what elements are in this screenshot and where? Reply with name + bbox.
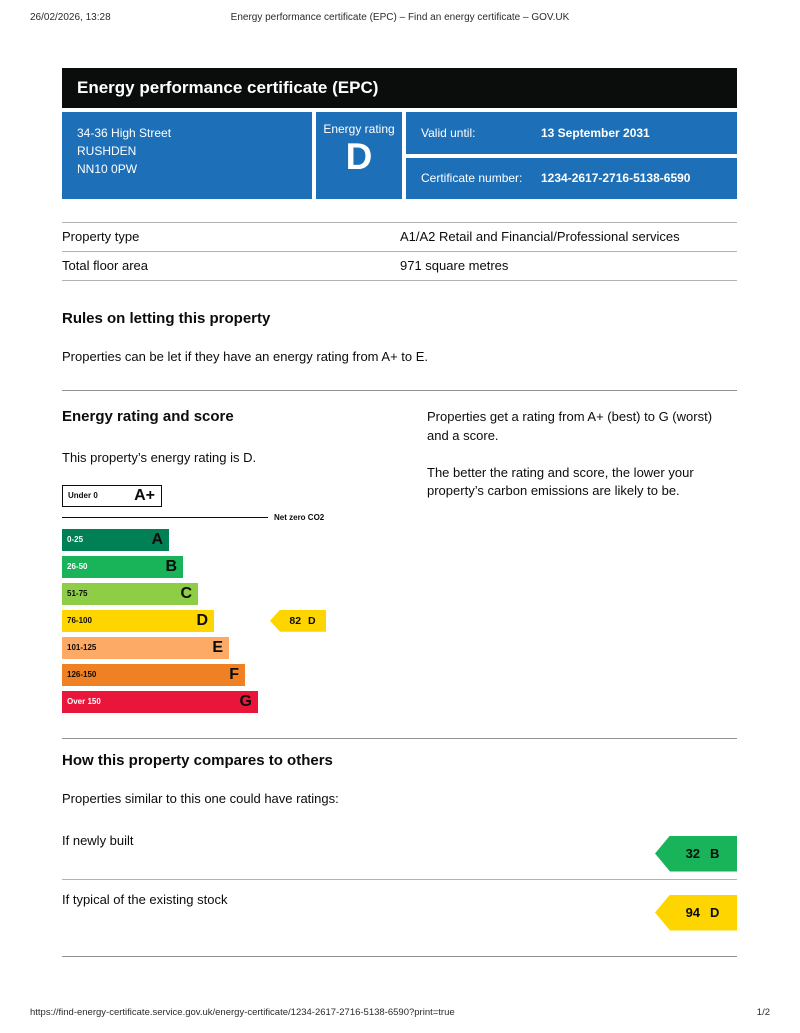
section-divider bbox=[62, 955, 737, 957]
net-zero-label: Net zero CO2 bbox=[274, 513, 325, 523]
valid-until-row: Valid until: 13 September 2031 bbox=[406, 112, 737, 154]
certificate-meta: Valid until: 13 September 2031 Certifica… bbox=[406, 112, 737, 199]
energy-rating-box: Energy rating D bbox=[316, 112, 402, 199]
band-letter: B bbox=[165, 557, 177, 575]
print-datetime: 26/02/2026, 13:28 bbox=[30, 12, 111, 23]
compare-row-existing-stock: If typical of the existing stock 94 D bbox=[62, 880, 737, 943]
band-range: 26-50 bbox=[67, 562, 88, 572]
rules-heading: Rules on letting this property bbox=[62, 310, 271, 327]
epc-band-f: 126-150 F bbox=[62, 663, 245, 686]
rules-body: Properties can be let if they have an en… bbox=[62, 349, 429, 364]
compare-rows: If newly built 32 B If typical of the ex… bbox=[62, 831, 737, 943]
existing-stock-rating-tag: 94 D bbox=[655, 894, 737, 931]
compare-heading: How this property compares to others bbox=[62, 751, 333, 769]
band-row-c: 51-75 C bbox=[62, 582, 427, 605]
band-letter: A bbox=[151, 530, 163, 548]
current-rating-letter: D bbox=[308, 614, 316, 627]
band-row-g: Over 150 G bbox=[62, 690, 427, 713]
epc-banner: Energy performance certificate (EPC) bbox=[62, 68, 737, 108]
certificate-content: Energy performance certificate (EPC) 34-… bbox=[62, 68, 737, 957]
rating-explanation-column: Properties get a rating from A+ (best) t… bbox=[427, 408, 727, 718]
energy-rating-value: D bbox=[345, 136, 373, 177]
page-title: Energy performance certificate (EPC) bbox=[77, 78, 379, 97]
rating-letter: D bbox=[710, 905, 720, 921]
compare-label: If newly built bbox=[62, 832, 134, 848]
floor-area-value: 971 square metres bbox=[400, 258, 509, 273]
rating-section: Energy rating and score This property’s … bbox=[62, 408, 737, 718]
band-range: 101-125 bbox=[67, 643, 97, 653]
print-page-number: 1/2 bbox=[756, 1007, 770, 1018]
certificate-number-row: Certificate number: 1234-2617-2716-5138-… bbox=[406, 157, 737, 199]
rating-chart-column: Energy rating and score This property’s … bbox=[62, 408, 427, 718]
print-doc-title: Energy performance certificate (EPC) – F… bbox=[230, 12, 570, 23]
property-details-table: Property type A1/A2 Retail and Financial… bbox=[62, 222, 737, 281]
compare-label: If typical of the existing stock bbox=[62, 891, 228, 907]
band-range: Under 0 bbox=[68, 491, 98, 501]
certificate-summary: 34-36 High Street RUSHDEN NN10 0PW Energ… bbox=[62, 112, 737, 199]
band-range: 0-25 bbox=[67, 535, 84, 545]
band-letter: G bbox=[239, 692, 252, 710]
band-letter: F bbox=[229, 665, 239, 683]
energy-rating-label: Energy rating bbox=[323, 122, 395, 136]
rating-explanation-2: The better the rating and score, the low… bbox=[427, 464, 694, 499]
rating-intro: This property’s energy rating is D. bbox=[62, 449, 257, 465]
epc-band-g: Over 150 G bbox=[62, 690, 258, 713]
certificate-number-value: 1234-2617-2716-5138-6590 bbox=[541, 171, 691, 186]
compare-row-newly-built: If newly built 32 B bbox=[62, 831, 737, 880]
table-row: Total floor area 971 square metres bbox=[62, 251, 737, 281]
property-type-value: A1/A2 Retail and Financial/Professional … bbox=[400, 229, 680, 244]
band-letter: C bbox=[180, 584, 192, 602]
epc-band-e: 101-125 E bbox=[62, 636, 229, 659]
band-row-a-plus: Under 0 A+ bbox=[62, 484, 427, 507]
address-line-3: NN10 0PW bbox=[77, 162, 138, 176]
band-letter: E bbox=[212, 638, 223, 656]
band-row-f: 126-150 F bbox=[62, 663, 427, 686]
band-letter: A+ bbox=[134, 486, 155, 504]
band-range: 76-100 bbox=[67, 616, 92, 626]
band-range: 51-75 bbox=[67, 589, 88, 599]
epc-band-d: 76-100 D bbox=[62, 609, 214, 632]
valid-until-value: 13 September 2031 bbox=[541, 125, 650, 140]
address-line-1: 34-36 High Street bbox=[77, 126, 172, 140]
rating-section-heading: Energy rating and score bbox=[62, 407, 234, 425]
certificate-number-label: Certificate number: bbox=[421, 171, 523, 186]
print-footer: https://find-energy-certificate.service.… bbox=[30, 1007, 770, 1018]
address-line-2: RUSHDEN bbox=[77, 144, 137, 158]
table-row: Property type A1/A2 Retail and Financial… bbox=[62, 222, 737, 251]
rating-score: 32 bbox=[685, 846, 701, 862]
epc-rating-chart: Under 0 A+ Net zero CO2 0-25 A bbox=[62, 484, 427, 713]
epc-band-c: 51-75 C bbox=[62, 582, 198, 605]
band-row-d: 76-100 D 82 D bbox=[62, 609, 427, 632]
net-zero-marker: Net zero CO2 bbox=[62, 512, 427, 524]
floor-area-label: Total floor area bbox=[62, 258, 148, 273]
newly-built-rating-tag: 32 B bbox=[655, 835, 737, 872]
print-header: 26/02/2026, 13:28 Energy performance cer… bbox=[0, 12, 800, 26]
rating-letter: B bbox=[710, 846, 720, 862]
property-address: 34-36 High Street RUSHDEN NN10 0PW bbox=[62, 112, 312, 199]
band-row-e: 101-125 E bbox=[62, 636, 427, 659]
rating-score: 94 bbox=[685, 905, 701, 921]
compare-intro: Properties similar to this one could hav… bbox=[62, 790, 339, 806]
band-row-b: 26-50 B bbox=[62, 555, 427, 578]
valid-until-label: Valid until: bbox=[421, 125, 476, 140]
property-type-label: Property type bbox=[62, 229, 140, 244]
current-rating-tag: 82 D bbox=[270, 609, 326, 632]
section-divider bbox=[62, 737, 737, 739]
print-url: https://find-energy-certificate.service.… bbox=[30, 1007, 455, 1018]
epc-band-b: 26-50 B bbox=[62, 555, 183, 578]
epc-band-a: 0-25 A bbox=[62, 528, 169, 551]
section-divider bbox=[62, 389, 737, 391]
net-zero-line bbox=[62, 517, 268, 519]
current-rating-score: 82 bbox=[289, 614, 302, 627]
band-range: 126-150 bbox=[67, 670, 97, 680]
band-letter: D bbox=[196, 611, 208, 629]
band-row-a: 0-25 A bbox=[62, 528, 427, 551]
epc-band-a-plus: Under 0 A+ bbox=[62, 484, 162, 507]
rating-explanation-1: Properties get a rating from A+ (best) t… bbox=[427, 408, 713, 443]
band-range: Over 150 bbox=[67, 697, 101, 707]
